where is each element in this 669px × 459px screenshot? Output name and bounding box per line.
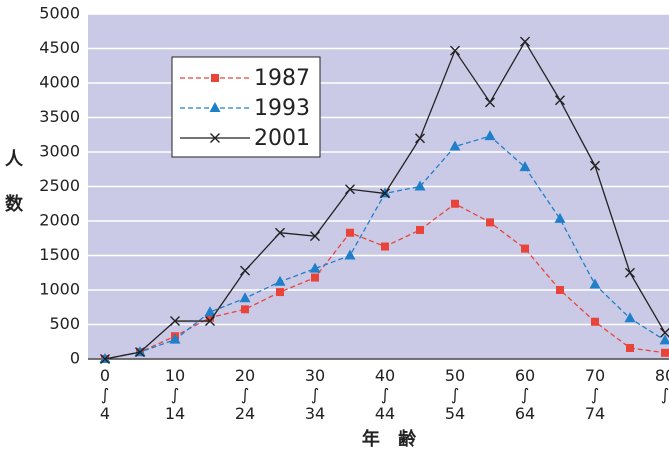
- legend-label: 2001: [254, 126, 310, 151]
- x-tick-label: 40∫44: [375, 366, 395, 423]
- chart: 1987 1993 2001 人数 年 齢 0 500 1000 1500 2000 2500…: [0, 0, 669, 459]
- y-tick-label: 4000: [39, 73, 80, 92]
- x-tick-label: 30∫34: [305, 366, 325, 423]
- y-tick-label: 3500: [39, 107, 80, 126]
- marker: [311, 274, 319, 282]
- marker: [416, 226, 424, 234]
- legend-marker: [211, 74, 219, 82]
- marker: [276, 288, 284, 296]
- y-tick-label: 1000: [39, 280, 80, 299]
- y-tick-label: 4500: [39, 38, 80, 57]
- y-tick-label: 2000: [39, 211, 80, 230]
- x-tick-label: 60∫64: [515, 366, 535, 423]
- marker: [241, 305, 249, 313]
- marker: [556, 286, 564, 294]
- x-tick-label: 80∫: [655, 366, 669, 404]
- legend-label: 1993: [254, 96, 310, 121]
- y-tick-label: 500: [49, 314, 80, 333]
- legend-label: 1987: [254, 66, 310, 91]
- marker: [451, 200, 459, 208]
- marker: [626, 344, 634, 352]
- y-tick-label: 1500: [39, 245, 80, 264]
- y-tick-label: 0: [70, 349, 80, 368]
- x-tick-label: 20∫24: [235, 366, 255, 423]
- marker: [486, 218, 494, 226]
- x-tick-label: 10∫14: [165, 366, 185, 423]
- y-tick-label: 3000: [39, 142, 80, 161]
- x-tick-label: 0∫4: [100, 366, 110, 423]
- marker: [591, 318, 599, 326]
- marker: [346, 229, 354, 237]
- marker: [521, 245, 529, 253]
- x-tick-label: 70∫74: [585, 366, 605, 423]
- x-axis-title: 年 齢: [362, 428, 422, 450]
- y-axis-title: 人数: [5, 149, 24, 215]
- y-tick-label: 2500: [39, 176, 80, 195]
- marker: [661, 349, 669, 357]
- y-tick-label: 5000: [39, 4, 80, 23]
- x-tick-label: 50∫54: [445, 366, 465, 423]
- marker: [381, 243, 389, 251]
